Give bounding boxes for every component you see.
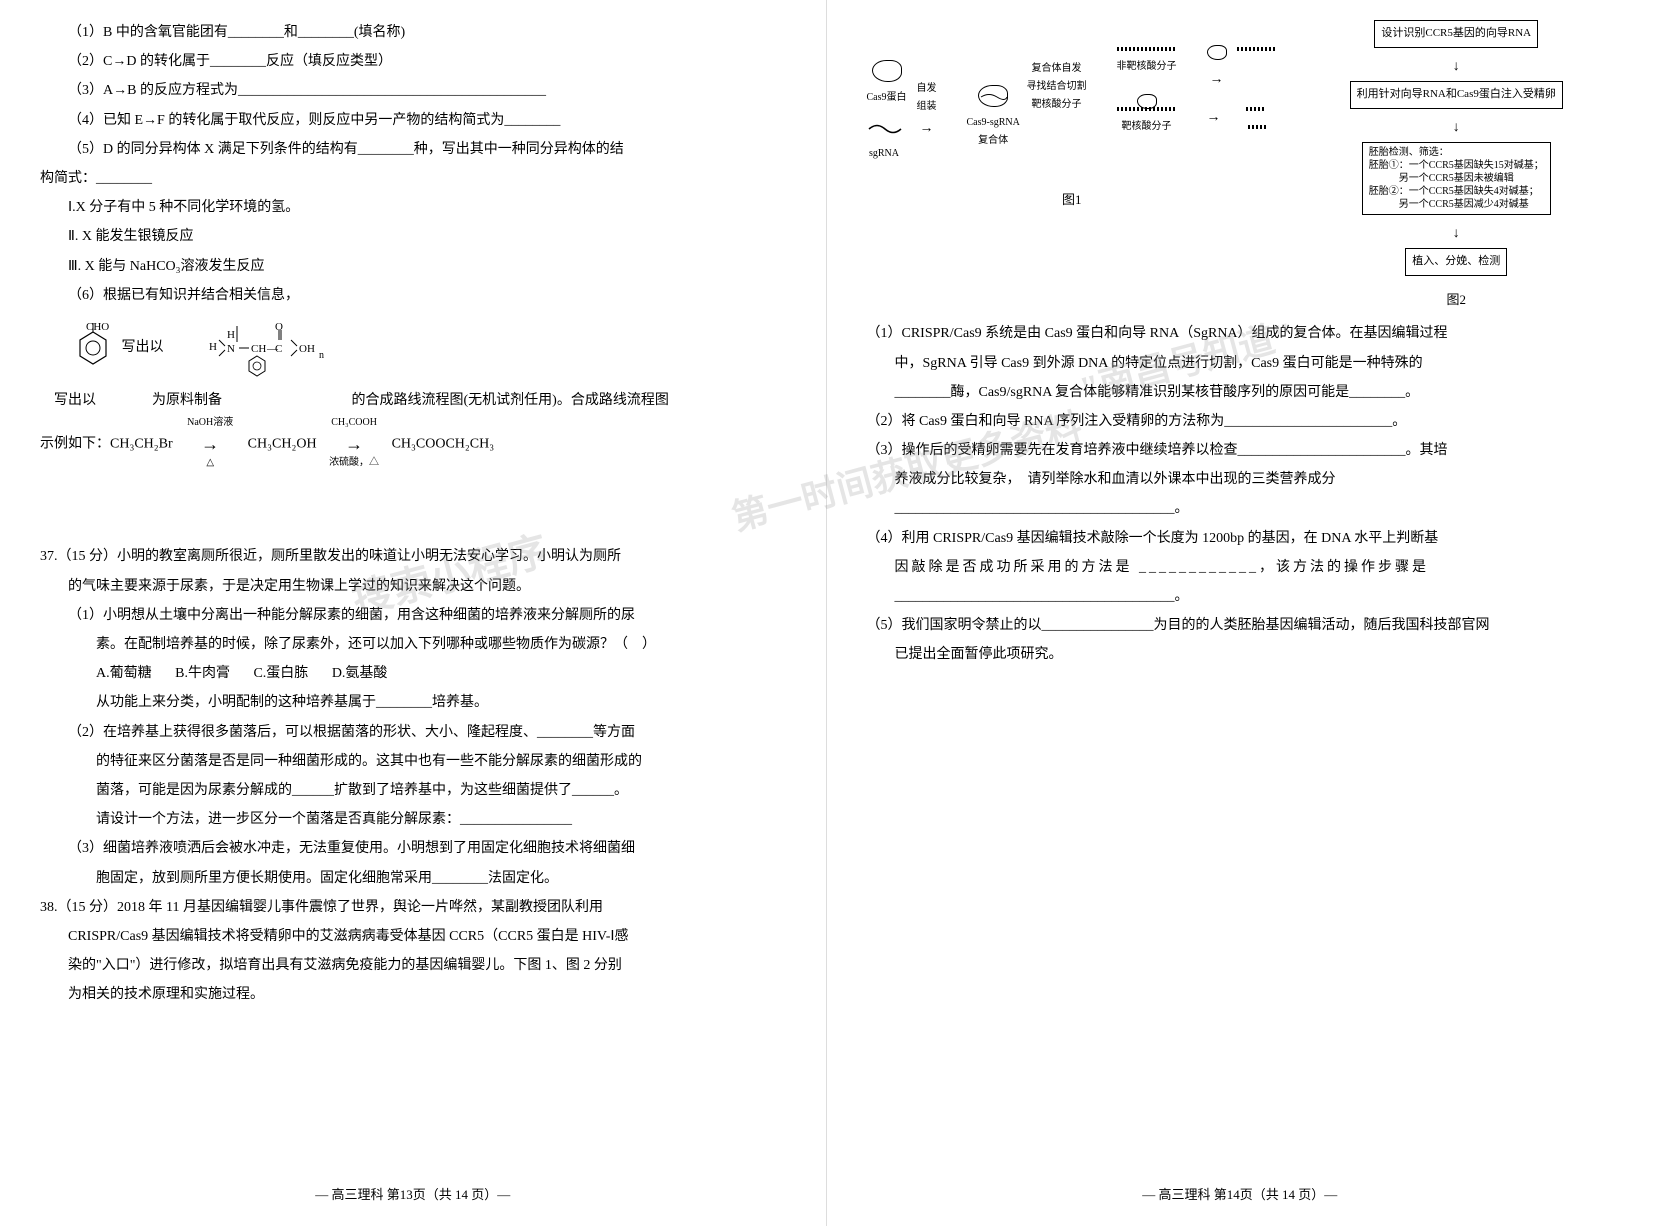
benzene-ring-icon: CHO	[68, 320, 118, 375]
option-d: D.氨基酸	[332, 666, 388, 681]
q5b: 构简式：________	[40, 166, 786, 191]
svg-text:O: O	[275, 321, 283, 333]
svg-text:CH: CH	[251, 343, 266, 355]
q6b: 写出以	[122, 340, 164, 355]
options-row: A.葡萄糖 B.牛肉膏 C.蛋白胨 D.氨基酸	[40, 661, 786, 686]
q38b: CRISPR/Cas9 基因编辑技术将受精卵中的艾滋病病毒受体基因 CCR5（C…	[40, 924, 786, 949]
page-14: Cas9蛋白 sgRNA 自发 组装 → Cas9-sgRNA 复合体	[827, 0, 1653, 1226]
q6g: CH₃COOCH₂CH₃	[392, 436, 495, 451]
polymer-icon: H H N CH — C O OH n	[207, 318, 347, 378]
q6f: CH₃CH₂OH	[248, 436, 317, 451]
q37-2d: 请设计一个方法，进一步区分一个菌落是否真能分解尿素：______________…	[40, 807, 786, 832]
q6e: 示例如下：CH₃CH₂Br	[40, 436, 173, 451]
r-q3c: ________________________________________…	[867, 496, 1614, 521]
cas9-blob-icon	[872, 60, 902, 82]
r-q1: （1）CRISPR/Cas9 系统是由 Cas9 蛋白和向导 RNA（SgRNA…	[867, 321, 1614, 346]
rna-in-blob-icon	[979, 90, 1009, 105]
q37-3: （3）细菌培养液喷洒后会被水冲走，无法重复使用。小明想到了用固定化细胞技术将细菌…	[40, 836, 786, 861]
r-q4c: ________________________________________…	[867, 584, 1614, 609]
q3: （3）A→B 的反应方程式为__________________________…	[40, 78, 786, 103]
q37b: 的气味主要来源于尿素，于是决定用生物课上学过的知识来解决这个问题。	[40, 574, 786, 599]
q37: 37.（15 分）小明的教室离厕所很近，厕所里散发出的味道让小明无法安心学习。小…	[40, 544, 786, 569]
cut-dna-icon	[1248, 125, 1266, 129]
q5: （5）D 的同分异构体 X 满足下列条件的结构有________种，写出其中一种…	[40, 137, 786, 162]
q1: （1）B 中的含氧官能团有________和________(填名称)	[40, 20, 786, 45]
q37-2c: 菌落，可能是因为尿素分解成的______扩散到了培养基中，为这些细菌提供了___…	[40, 778, 786, 803]
dna-result-icon	[1237, 47, 1277, 51]
r-q4b: 因敲除是否成功所采用的方法是 ____________，该方法的操作步骤是	[867, 555, 1614, 580]
q37-3b: 胞固定，放到厕所里方便长期使用。固定化细胞常采用________法固定化。	[40, 866, 786, 891]
svg-text:H: H	[209, 341, 217, 353]
svg-text:CHO: CHO	[86, 321, 109, 333]
q37-1: （1）小明想从土壤中分离出一种能分解尿素的细菌，用含这种细菌的培养液来分解厕所的…	[40, 603, 786, 628]
fig2-box3: 胚胎检测、筛选： 胚胎①：一个CCR5基因缺失15对碱基； 另一个CCR5基因未…	[1362, 142, 1551, 215]
fig2-box4: 植入、分娩、检测	[1405, 248, 1507, 276]
r-q5: （5）我们国家明令禁止的以________________为目的的人类胚胎基因编…	[867, 613, 1614, 638]
option-b: B.牛肉膏	[175, 666, 230, 681]
q6: （6）根据已有知识并结合相关信息，	[40, 283, 786, 308]
figure-1: Cas9蛋白 sgRNA 自发 组装 → Cas9-sgRNA 复合体	[867, 20, 1278, 311]
down-arrow-icon: ↓	[1453, 221, 1460, 246]
figure-2: 设计识别CCR5基因的向导RNA ↓ 利用针对向导RNA和Cas9蛋白注入受精卵…	[1299, 20, 1613, 311]
q38: 38.（15 分）2018 年 11 月基因编辑婴儿事件震惊了世界，舆论一片哗然…	[40, 895, 786, 920]
down-arrow-icon: ↓	[1453, 115, 1460, 140]
complex-blob-icon	[978, 85, 1008, 107]
structural-formulas: CHO 写出以 H H N CH — C O	[40, 318, 786, 378]
reaction-arrow-2: CH₃COOH 浓硫酸，△	[320, 428, 388, 460]
q6-line2: 写出以 写出以 为原料制备 的合成路线流程图(无机试剂任用)。合成路线流程图	[40, 388, 786, 413]
fig2-box1: 设计识别CCR5基因的向导RNA	[1374, 20, 1538, 48]
free-blob-icon	[1207, 45, 1227, 60]
diagrams-row: Cas9蛋白 sgRNA 自发 组装 → Cas9-sgRNA 复合体	[867, 20, 1614, 311]
fig2-box2: 利用针对向导RNA和Cas9蛋白注入受精卵	[1350, 81, 1563, 109]
r-q4: （4）利用 CRISPR/Cas9 基因编辑技术敲除一个长度为 1200bp 的…	[867, 526, 1614, 551]
r-q1b: 中，SgRNA 引导 Cas9 到外源 DNA 的特定位点进行切割，Cas9 蛋…	[867, 351, 1614, 376]
svg-text:H: H	[227, 329, 235, 341]
bound-complex-icon	[1137, 94, 1157, 109]
page-13: （1）B 中的含氧官能团有________和________(填名称) （2）C…	[0, 0, 827, 1226]
r-q2: （2）将 Cas9 蛋白和向导 RNA 序列注入受精卵的方法称为________…	[867, 409, 1614, 434]
footer-left: — 高三理科 第13页（共 14 页）—	[0, 1183, 826, 1206]
q38d: 为相关的技术原理和实施过程。	[40, 982, 786, 1007]
q2: （2）C→D 的转化属于________反应（填反应类型）	[40, 49, 786, 74]
cond2: Ⅱ. X 能发生银镜反应	[40, 224, 786, 249]
svg-text:C: C	[275, 343, 282, 355]
option-c: C.蛋白胨	[253, 666, 308, 681]
cut-dna-icon	[1246, 107, 1264, 111]
svg-text:N: N	[227, 343, 235, 355]
down-arrow-icon: ↓	[1453, 54, 1460, 79]
svg-text:n: n	[319, 350, 324, 361]
q37-1b: 素。在配制培养基的时候，除了尿素外，还可以加入下列哪种或哪些物质作为碳源？（ ）	[40, 632, 786, 657]
r-q3b: 养液成分比较复杂， 请列举除水和血清以外课本中出现的三类营养成分	[867, 467, 1614, 492]
sgrna-icon	[867, 120, 902, 138]
reaction-arrow-1: NaOH溶液 △	[176, 428, 244, 460]
q38c: 染的"入口"）进行修改，拟培育出具有艾滋病免疫能力的基因编辑婴儿。下图 1、图 …	[40, 953, 786, 978]
fig2-caption: 图2	[1446, 288, 1466, 311]
fig1-caption: 图1	[867, 188, 1278, 211]
cond3: Ⅲ. X 能与 NaHCO₃溶液发生反应	[40, 254, 786, 279]
r-q3: （3）操作后的受精卵需要先在发育培养液中继续培养以检查_____________…	[867, 438, 1614, 463]
synthesis-example: 示例如下：CH₃CH₂Br NaOH溶液 △ CH₃CH₂OH CH₃COOH …	[40, 428, 786, 460]
q37-2: （2）在培养基上获得很多菌落后，可以根据菌落的形状、大小、隆起程度、______…	[40, 720, 786, 745]
q4: （4）已知 E→F 的转化属于取代反应，则反应中另一产物的结构简式为______…	[40, 108, 786, 133]
r-q5b: 已提出全面暂停此项研究。	[867, 642, 1614, 667]
benzaldehyde-structure: CHO	[68, 320, 118, 375]
q6d: 的合成路线流程图(无机试剂任用)。合成路线流程图	[352, 393, 669, 408]
cond1: Ⅰ.X 分子有中 5 种不同化学环境的氢。	[40, 195, 786, 220]
svg-text:OH: OH	[299, 343, 315, 355]
dna-icon	[1117, 47, 1177, 51]
polymer-structure: H H N CH — C O OH n	[207, 318, 347, 378]
q37-2b: 的特征来区分菌落是否是同一种细菌形成的。这其中也有一些不能分解尿素的细菌形成的	[40, 749, 786, 774]
footer-right: — 高三理科 第14页（共 14 页）—	[827, 1183, 1653, 1206]
r-q1c: ________酶，Cas9/sgRNA 复合体能够精准识别某核苷酸序列的原因可…	[867, 380, 1614, 405]
option-a: A.葡萄糖	[96, 666, 152, 681]
q37-1c: 从功能上来分类，小明配制的这种培养基属于________培养基。	[40, 690, 786, 715]
